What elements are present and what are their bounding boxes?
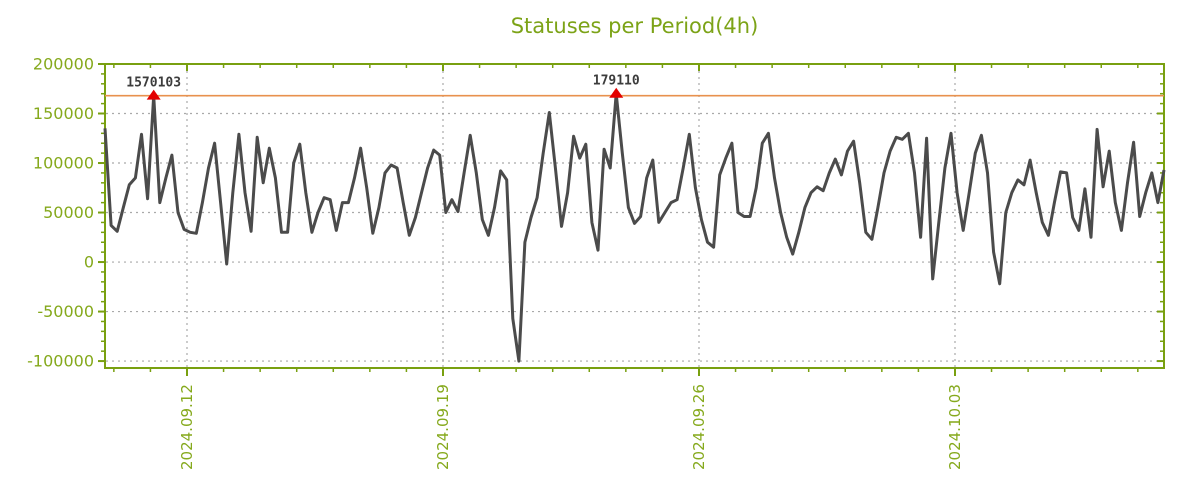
x-tick-label: 2024.09.19: [434, 384, 452, 470]
plot-frame: [104, 63, 1165, 369]
y-tick-label: -50000: [37, 302, 94, 321]
peak-marker: [146, 89, 161, 100]
chart-title: Statuses per Period(4h): [510, 14, 759, 38]
peak-marker: [609, 87, 624, 98]
y-tick-label: -100000: [27, 352, 94, 371]
y-tick-label: 200000: [33, 55, 94, 74]
peak-annotation: 1570103: [126, 76, 181, 91]
peak-annotation: 179110: [593, 74, 640, 89]
y-tick-label: 0: [84, 253, 94, 272]
series-line: [103, 92, 1166, 363]
x-tick-label: 2024.10.03: [946, 384, 964, 470]
y-tick-label: 50000: [43, 203, 94, 222]
x-tick-label: 2024.09.12: [178, 384, 196, 470]
y-tick-label: 150000: [33, 104, 94, 123]
y-tick-label: 100000: [33, 154, 94, 173]
x-tick-label: 2024.09.26: [690, 384, 708, 470]
